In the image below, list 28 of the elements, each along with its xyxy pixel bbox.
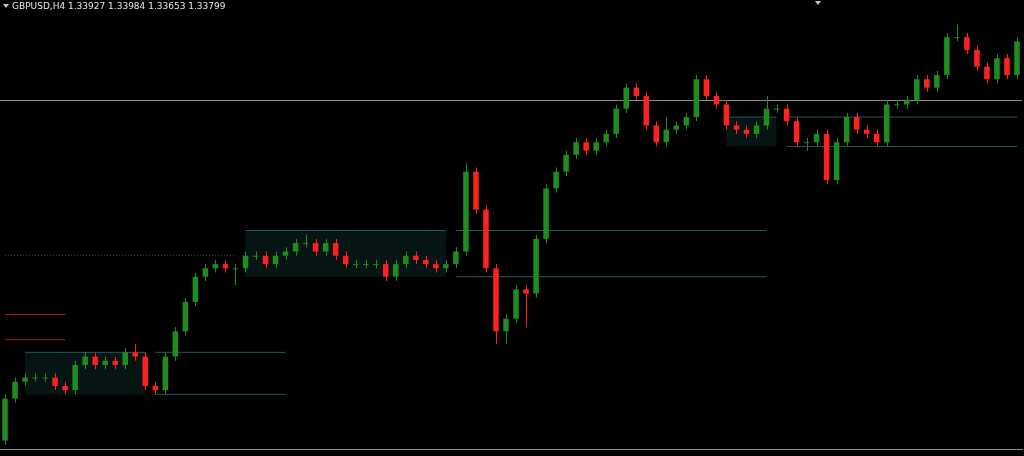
candlestick [523,284,529,328]
candlestick [383,259,389,282]
candlestick [653,120,660,147]
candlestick [32,372,38,383]
candlestick [793,116,800,147]
candlestick [553,166,559,194]
candlestick [393,259,399,282]
candlestick [964,32,970,55]
candlestick [994,53,1000,84]
candlestick [503,314,509,345]
candlestick [723,99,730,131]
candlestick [853,112,860,135]
candlestick [332,238,339,261]
candlestick [563,150,569,177]
candlestick [573,137,579,160]
candlestick [974,45,980,72]
candlestick [984,61,990,84]
candlestick [12,377,18,404]
candlestick [703,74,710,101]
candlestick [453,246,459,269]
candlestick [934,70,940,93]
candlestick [914,74,920,105]
candlestick [623,82,629,114]
chart-title: GBPUSD,H4 1.33927 1.33984 1.33653 1.33799 [12,1,226,11]
candlestick [1004,53,1010,80]
candlestick [122,347,128,370]
candlestick [894,99,900,110]
candlestick [42,372,48,383]
